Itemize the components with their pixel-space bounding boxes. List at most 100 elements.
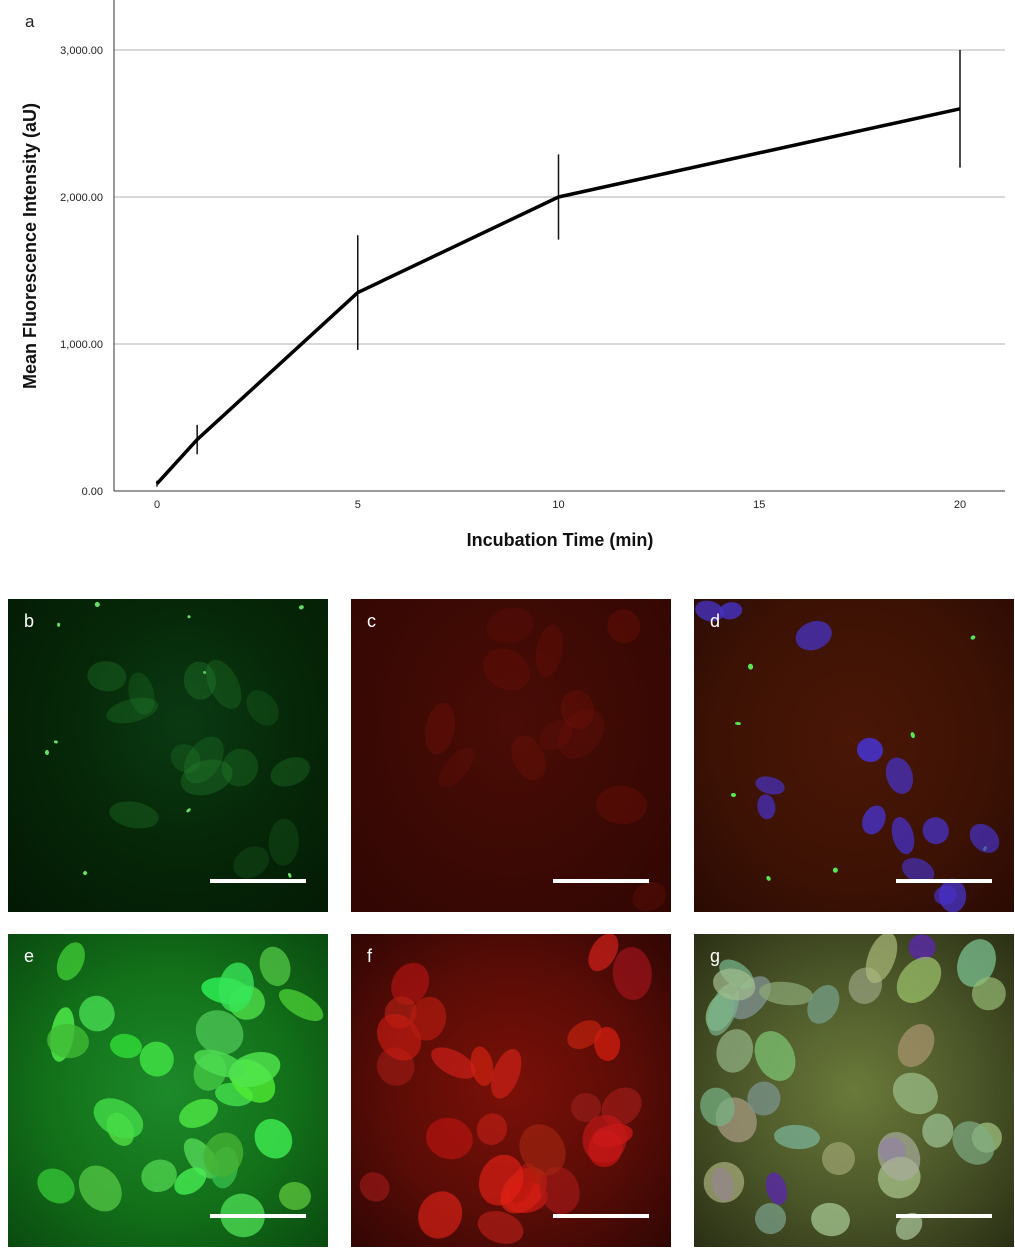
vesicle-dot	[56, 623, 60, 627]
nucleus	[755, 793, 777, 821]
panel-label-b: b	[24, 611, 35, 631]
cell	[69, 1157, 130, 1220]
cell	[136, 1154, 182, 1198]
x-tick-label: 20	[954, 499, 966, 511]
cell	[30, 1161, 82, 1211]
cell	[274, 982, 328, 1028]
cell	[890, 1207, 929, 1246]
micrograph-panel-g: g	[694, 934, 1014, 1247]
y-tick-labels: 0.00 1,000.00 2,000.00 3,000.00	[60, 45, 103, 498]
vesicle-dot	[735, 721, 742, 726]
scale-bar	[896, 879, 992, 883]
vesicle-dot	[748, 663, 754, 671]
scale-bar	[210, 1214, 306, 1218]
cell	[246, 1111, 300, 1167]
cell	[471, 1108, 512, 1150]
cell	[818, 1138, 860, 1180]
x-tick-labels: 0 5 10 15 20	[154, 499, 966, 511]
nucleus	[854, 735, 887, 765]
cell	[748, 1197, 793, 1241]
y-tick-label: 0.00	[82, 486, 103, 498]
x-axis-title: Incubation Time (min)	[467, 530, 654, 550]
nucleus	[918, 813, 954, 849]
x-tick-label: 5	[355, 499, 361, 511]
micrograph-panel-b: b	[8, 599, 328, 912]
nucleus	[887, 814, 919, 857]
panel-label-d: d	[710, 611, 721, 631]
scale-bar	[210, 879, 306, 883]
error-bars	[156, 50, 961, 487]
series-line-path	[155, 107, 961, 485]
cell	[548, 699, 614, 768]
cell	[696, 1153, 753, 1211]
panel-label-e: e	[24, 946, 35, 966]
cell	[757, 979, 814, 1008]
series-line	[155, 107, 961, 485]
cell	[920, 1112, 955, 1150]
cell	[421, 1112, 478, 1165]
x-tick-label: 15	[753, 499, 765, 511]
cell	[887, 948, 950, 1012]
vesicle-dot	[287, 873, 293, 879]
vesicle-dot	[82, 870, 89, 877]
vesicle-dot	[185, 807, 192, 814]
x-tick-label: 10	[552, 499, 564, 511]
y-tick-label: 3,000.00	[60, 45, 103, 57]
cell	[239, 683, 286, 732]
cell	[410, 1183, 470, 1247]
cell	[267, 818, 300, 867]
panel-label-a: a	[25, 12, 35, 31]
vesicle-dot	[185, 614, 191, 620]
cell	[173, 1092, 223, 1134]
cell	[610, 945, 654, 1002]
cell	[108, 1031, 144, 1060]
cell	[51, 938, 91, 985]
micrograph-panel-e: e	[8, 934, 328, 1247]
cell	[483, 602, 538, 649]
panel-label-g: g	[710, 946, 721, 966]
micrograph-panel-c: c	[351, 599, 671, 912]
y-tick-label: 1,000.00	[60, 339, 103, 351]
cell	[594, 783, 649, 827]
scale-bar	[553, 879, 649, 883]
vesicle-dot	[766, 875, 772, 882]
cell	[944, 1112, 1004, 1174]
cell	[86, 659, 128, 693]
cell	[353, 1166, 396, 1209]
cell	[532, 622, 568, 680]
x-tick-label: 0	[154, 499, 160, 511]
cell	[420, 700, 460, 757]
cell	[773, 1123, 821, 1151]
axes	[113, 0, 1005, 492]
cell	[801, 979, 846, 1029]
cell	[266, 751, 315, 793]
cell	[103, 692, 161, 728]
nucleus	[897, 853, 939, 889]
cell	[107, 797, 162, 833]
vesicle-dot	[298, 604, 304, 611]
nucleus	[753, 773, 787, 798]
cell	[426, 1041, 481, 1086]
cell	[808, 1200, 853, 1240]
cell	[601, 603, 647, 650]
micrograph-panel-d: d	[694, 599, 1014, 912]
cell	[254, 942, 296, 990]
y-tick-label: 2,000.00	[60, 192, 103, 204]
vesicle-dot	[52, 739, 58, 745]
nucleus	[963, 817, 1006, 859]
nucleus	[857, 801, 890, 839]
vesicle-dot	[730, 792, 736, 797]
y-axis-title: Mean Fluorescence Intensity (aU)	[20, 103, 40, 389]
scale-bar	[896, 1214, 992, 1218]
vesicle-dot	[833, 867, 839, 874]
vesicle-dot	[45, 749, 50, 755]
panel-label-f: f	[367, 946, 373, 966]
cell	[890, 1017, 942, 1074]
micrograph-panel-f: f	[351, 934, 671, 1247]
nucleus	[791, 615, 837, 656]
vesicle-dot	[970, 634, 977, 641]
cell	[475, 640, 538, 699]
vesicle-dot	[909, 731, 916, 739]
line-chart: a 0.001,000.002,000.003,000.00 0 5 10 15 20 …	[20, 0, 1005, 550]
cell	[277, 1180, 313, 1212]
